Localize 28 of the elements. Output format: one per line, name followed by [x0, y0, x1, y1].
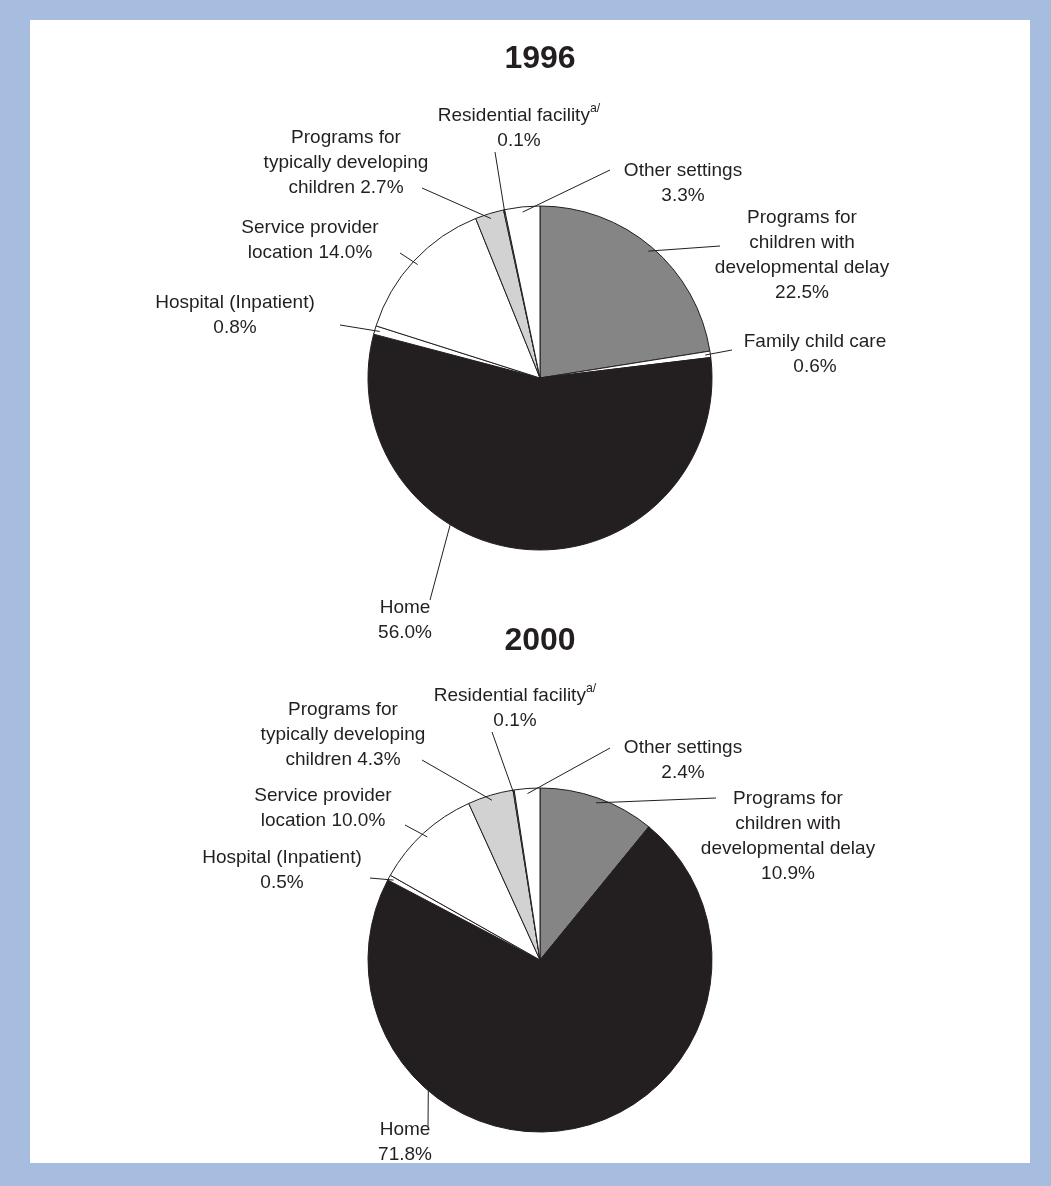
data-label: 0.1%: [493, 708, 537, 730]
slice-label: Family child care: [743, 329, 887, 351]
slice-label: Other settings: [623, 158, 743, 180]
chart-title: 2000: [504, 621, 576, 658]
slice-label: Residential facility$^{a/}$: [433, 680, 597, 705]
slice-label: Residential facility$^{a/}$: [437, 100, 601, 125]
data-label: 0.6%: [793, 354, 837, 376]
slice-label: Other settings: [623, 735, 743, 757]
data-label: 71.8%: [378, 1142, 433, 1164]
slice-label: Service provider location 10.0%: [254, 783, 393, 830]
slice-label: Service provider location 14.0%: [241, 215, 380, 262]
slice-label: Home: [379, 595, 431, 617]
data-label: 0.5%: [260, 870, 304, 892]
data-label: 0.8%: [213, 315, 257, 337]
slice-label: Home: [379, 1117, 431, 1139]
chart-title: 1996: [504, 39, 576, 76]
data-label: 0.1%: [497, 128, 541, 150]
data-label: 10.9%: [761, 861, 816, 883]
slice-label: Programs for children with developmental delay: [700, 786, 876, 858]
data-label: 2.4%: [661, 760, 705, 782]
slice-label: Hospital (Inpatient): [202, 845, 362, 867]
data-label: 3.3%: [661, 183, 705, 205]
data-label: 22.5%: [775, 280, 830, 302]
slice-label: Hospital (Inpatient): [155, 290, 315, 312]
slice-label: Programs for typically developing children 2.7%: [263, 126, 429, 198]
data-label: 56.0%: [378, 620, 433, 642]
slice-label: Programs for typically developing children 4.3%: [260, 698, 426, 770]
slice-label: Programs for children with developmental delay: [714, 205, 890, 277]
